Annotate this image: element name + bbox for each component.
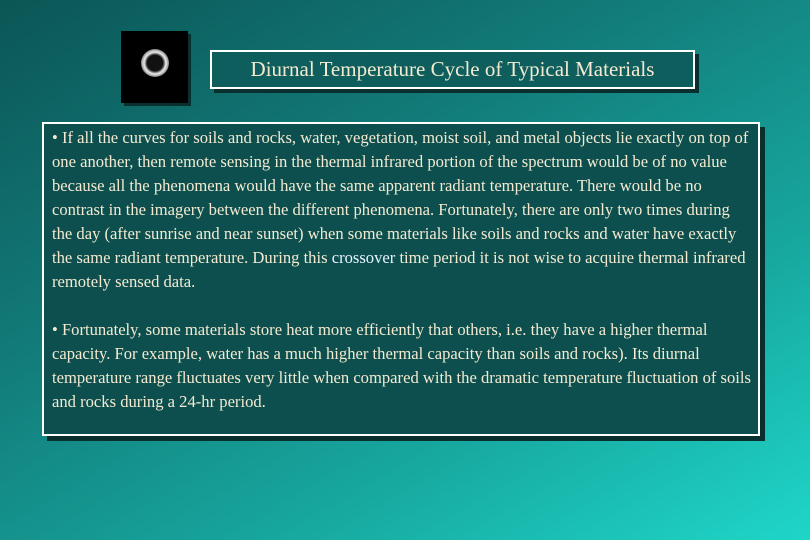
text: • If all the curves for soils and rocks,… [52,128,749,267]
paragraph: • Fortunately, some materials store heat… [52,318,752,414]
text: • Fortunately, some materials store heat… [52,320,751,411]
text: time period it is not wise to acquire th… [52,248,746,291]
highlight: crossover [331,248,396,267]
eclipse-icon [121,31,188,103]
text-box: • If all the curves for soils and rocks,… [42,122,760,436]
paragraph: • If all the curves for soils and rocks,… [52,126,752,294]
slide-title: Diurnal Temperature Cycle of Typical Mat… [210,50,695,89]
ring [141,49,169,77]
